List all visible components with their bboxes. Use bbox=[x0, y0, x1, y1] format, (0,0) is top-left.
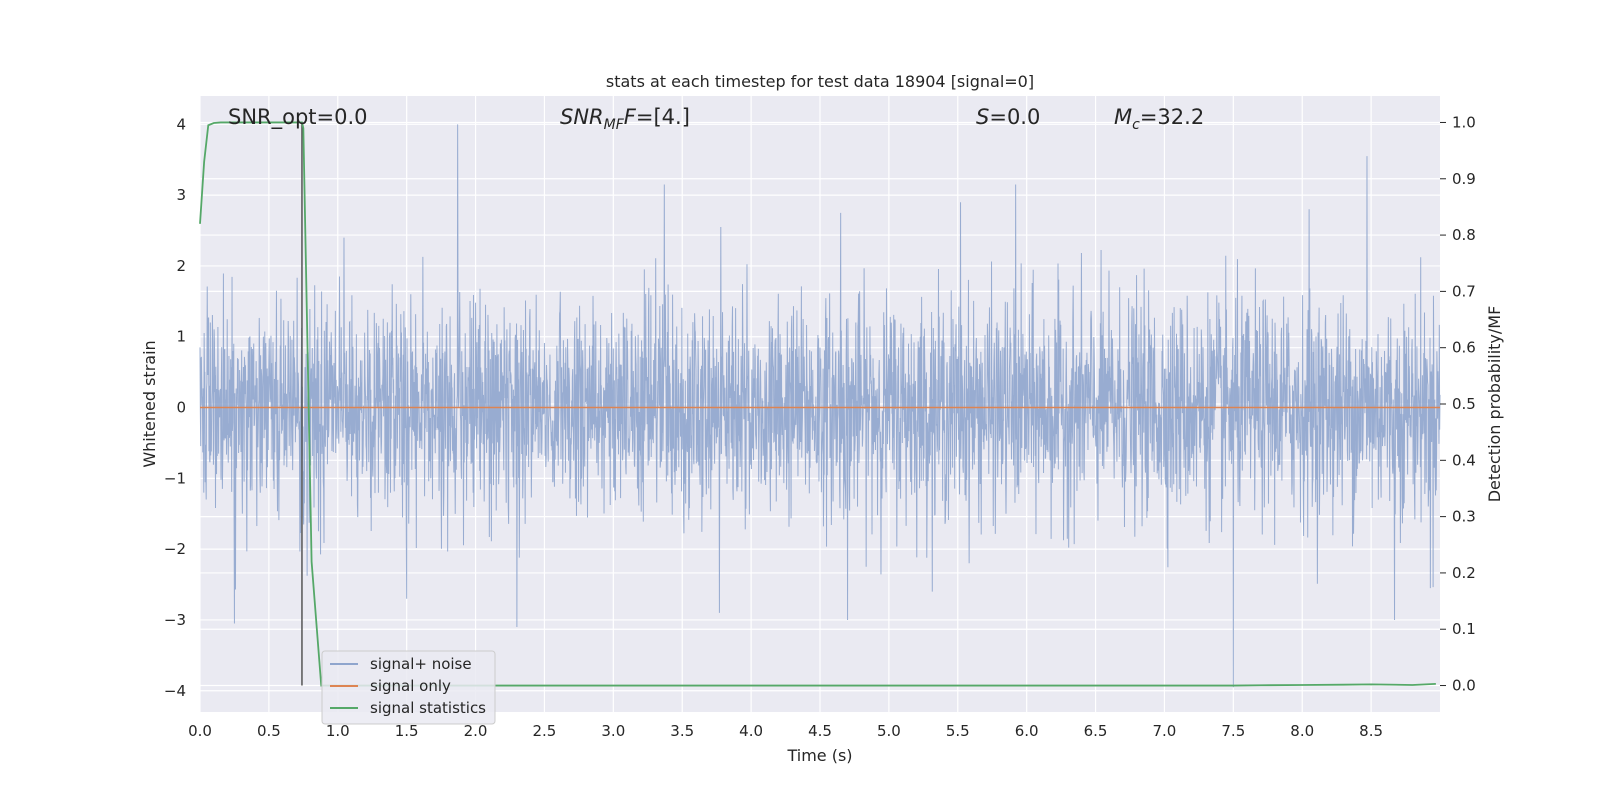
y-right-axis-ticks: 1.0 0.9 0.8 0.7 0.6 0.5 0.4 0.3 0.2 0.1 0.0 bbox=[1440, 113, 1476, 694]
y-right-tick-label: 0.4 bbox=[1452, 451, 1476, 469]
y-left-tick-label: 0 bbox=[176, 399, 186, 417]
x-tick-label: 0.0 bbox=[188, 722, 212, 740]
y-right-tick-label: 0.8 bbox=[1452, 226, 1476, 244]
x-tick-label: 5.5 bbox=[946, 722, 970, 740]
x-axis-label: Time (s) bbox=[786, 746, 852, 765]
annotation-mc: Mc=32.2 bbox=[1114, 105, 1204, 133]
annotation-s: S=0.0 bbox=[976, 105, 1040, 129]
annotation-snr-opt: SNR_opt=0.0 bbox=[228, 105, 368, 130]
x-tick-label: 2.0 bbox=[464, 722, 488, 740]
x-tick-label: 3.5 bbox=[670, 722, 694, 740]
y-right-tick-label: 1.0 bbox=[1452, 113, 1476, 131]
x-tick-label: 7.5 bbox=[1221, 722, 1245, 740]
y-left-tick-label: −4 bbox=[164, 682, 186, 700]
x-tick-label: 8.0 bbox=[1290, 722, 1314, 740]
y-right-tick-label: 0.9 bbox=[1452, 170, 1476, 188]
y-left-tick-label: 4 bbox=[176, 115, 186, 133]
x-tick-label: 6.5 bbox=[1084, 722, 1108, 740]
x-tick-label: 4.0 bbox=[739, 722, 763, 740]
chart-title: stats at each timestep for test data 189… bbox=[606, 72, 1034, 91]
y-left-tick-label: 2 bbox=[176, 257, 186, 275]
y-left-axis-label: Whitened strain bbox=[140, 340, 159, 467]
annotation-snr-mf: SNRMFF=[4.] bbox=[560, 105, 690, 133]
legend-label-noise: signal+ noise bbox=[370, 655, 472, 673]
x-tick-label: 6.0 bbox=[1015, 722, 1039, 740]
legend-label-statistics: signal statistics bbox=[370, 699, 486, 717]
legend: signal+ noise signal only signal statist… bbox=[322, 651, 495, 724]
x-axis-ticks: 0.0 0.5 1.0 1.5 2.0 2.5 3.0 3.5 4.0 4.5 5.0 5.5 6.0 6… bbox=[188, 722, 1383, 740]
y-right-tick-label: 0.3 bbox=[1452, 508, 1476, 526]
y-left-tick-label: 1 bbox=[176, 328, 186, 346]
x-tick-label: 4.5 bbox=[808, 722, 832, 740]
y-right-tick-label: 0.2 bbox=[1452, 564, 1476, 582]
legend-label-signal: signal only bbox=[370, 677, 451, 695]
y-right-tick-label: 0.7 bbox=[1452, 282, 1476, 300]
y-left-tick-label: −2 bbox=[164, 540, 186, 558]
x-tick-label: 7.0 bbox=[1153, 722, 1177, 740]
y-right-tick-label: 0.6 bbox=[1452, 339, 1476, 357]
x-tick-label: 2.5 bbox=[533, 722, 557, 740]
y-right-axis-label: Detection probability/MF bbox=[1485, 306, 1504, 503]
x-tick-label: 0.5 bbox=[257, 722, 281, 740]
x-tick-label: 1.0 bbox=[326, 722, 350, 740]
y-right-tick-label: 0.1 bbox=[1452, 620, 1476, 638]
y-left-tick-label: −1 bbox=[164, 469, 186, 487]
y-left-axis-ticks: 4 3 2 1 0 −1 −2 −3 −4 bbox=[164, 115, 186, 699]
y-right-tick-label: 0.0 bbox=[1452, 677, 1476, 695]
y-right-tick-label: 0.5 bbox=[1452, 395, 1476, 413]
x-tick-label: 1.5 bbox=[395, 722, 419, 740]
x-tick-label: 5.0 bbox=[877, 722, 901, 740]
y-left-tick-label: 3 bbox=[176, 186, 186, 204]
y-left-tick-label: −3 bbox=[164, 611, 186, 629]
x-tick-label: 3.0 bbox=[601, 722, 625, 740]
x-tick-label: 8.5 bbox=[1359, 722, 1383, 740]
